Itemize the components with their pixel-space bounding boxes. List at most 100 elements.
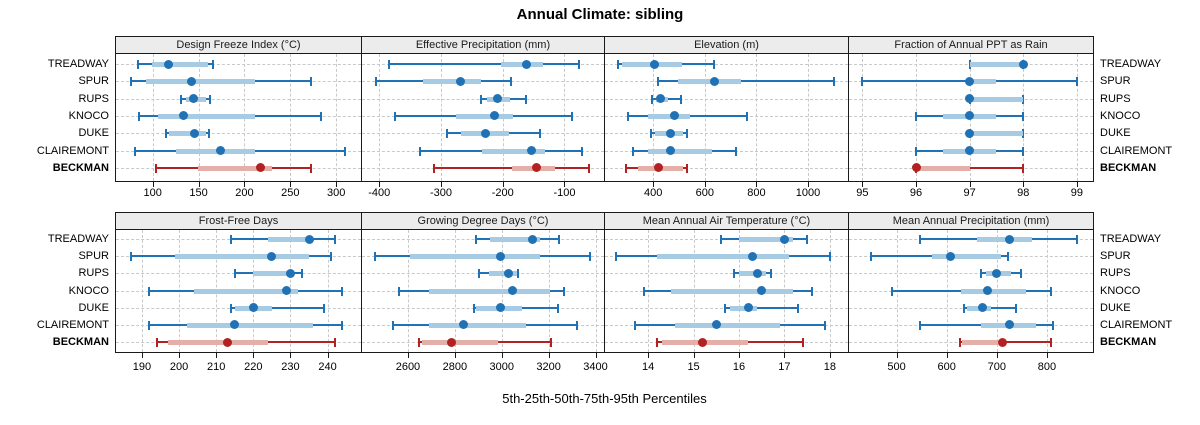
x-tick-label: 14 bbox=[642, 361, 655, 373]
whisker-cap-low bbox=[129, 252, 132, 262]
x-tick-label: 3000 bbox=[489, 361, 514, 373]
site-label-right: CLAIREMONT bbox=[1100, 144, 1173, 157]
x-tick-label: 96 bbox=[909, 187, 923, 199]
median-dot bbox=[977, 303, 987, 313]
x-tick-label: 99 bbox=[1070, 187, 1084, 199]
whisker-cap-low bbox=[615, 252, 618, 262]
iqr-band-25-75 bbox=[488, 271, 517, 277]
x-gridline bbox=[152, 54, 154, 181]
x-tick bbox=[1076, 182, 1078, 187]
whisker-cap-high bbox=[746, 111, 749, 121]
whisker-cap-high bbox=[334, 235, 336, 244]
whisker-cap-high bbox=[1050, 286, 1053, 296]
panel-strip: Frost-Free Days bbox=[115, 212, 362, 230]
x-tick-label: 15 bbox=[687, 361, 700, 373]
median-dot bbox=[267, 251, 277, 261]
median-dot bbox=[1004, 234, 1014, 244]
whisker-cap-low bbox=[979, 269, 982, 279]
whisker-cap-low bbox=[657, 77, 660, 87]
x-tick bbox=[454, 353, 456, 358]
whisker-cap-high bbox=[828, 252, 831, 262]
iqr-band-25-75 bbox=[253, 271, 295, 277]
whisker-cap-high bbox=[679, 94, 682, 104]
panel-strip: Design Freeze Index (°C) bbox=[115, 36, 362, 54]
whisker-cap-high bbox=[319, 111, 322, 121]
median-dot bbox=[186, 76, 196, 86]
x-tick bbox=[653, 182, 655, 187]
median-dot bbox=[522, 59, 532, 69]
whisker-cap-low bbox=[959, 338, 962, 347]
median-dot bbox=[945, 251, 955, 261]
x-tick bbox=[896, 353, 898, 358]
y-gridline bbox=[605, 98, 848, 100]
whisker-cap-high bbox=[334, 338, 336, 347]
site-label-right: RUPS bbox=[1100, 267, 1131, 280]
whisker-cap-low bbox=[374, 77, 377, 87]
x-tick bbox=[327, 353, 329, 358]
median-dot bbox=[965, 76, 975, 86]
panel bbox=[604, 53, 849, 182]
iqr-band-25-75 bbox=[738, 237, 794, 242]
whisker-5-95 bbox=[388, 63, 580, 65]
whisker-cap-high bbox=[1049, 338, 1052, 347]
median-dot bbox=[654, 163, 664, 173]
whisker-cap-low bbox=[391, 320, 394, 330]
whisker-cap-high bbox=[1022, 129, 1025, 139]
iqr-band-25-75 bbox=[422, 79, 481, 85]
median-dot bbox=[748, 251, 758, 261]
median-dot bbox=[965, 146, 975, 156]
whisker-cap-high bbox=[588, 252, 591, 262]
x-tick-label: 800 bbox=[747, 187, 766, 199]
site-label-right: SPUR bbox=[1100, 250, 1131, 263]
site-label-left: CLAIREMONT bbox=[36, 144, 109, 157]
x-tick bbox=[179, 353, 181, 358]
x-tick bbox=[141, 353, 143, 358]
whisker-cap-high bbox=[685, 129, 688, 139]
whisker-cap-low bbox=[919, 235, 922, 244]
whisker-cap-low bbox=[656, 338, 659, 347]
whisker-cap-low bbox=[230, 303, 233, 313]
whisker-cap-low bbox=[445, 129, 448, 139]
median-dot bbox=[216, 146, 226, 156]
median-dot bbox=[188, 94, 198, 104]
median-dot bbox=[752, 268, 762, 278]
site-label-left: CLAIREMONT bbox=[36, 318, 109, 331]
site-label-left: RUPS bbox=[78, 92, 109, 105]
median-dot bbox=[489, 111, 499, 121]
x-tick-label: 2600 bbox=[395, 361, 421, 373]
median-dot bbox=[965, 94, 975, 104]
x-tick-label: 2800 bbox=[442, 361, 468, 373]
x-tick-label: -200 bbox=[491, 187, 514, 199]
iqr-band-25-75 bbox=[648, 113, 690, 119]
whisker-cap-high bbox=[570, 111, 573, 121]
median-dot bbox=[650, 59, 660, 69]
iqr-band-25-75 bbox=[670, 288, 794, 294]
iqr-band-25-75 bbox=[146, 79, 256, 85]
x-tick-label: 400 bbox=[644, 187, 663, 199]
x-tick bbox=[648, 353, 650, 358]
whisker-cap-high bbox=[1022, 163, 1025, 173]
whisker-cap-high bbox=[1022, 146, 1025, 156]
median-dot bbox=[504, 268, 514, 278]
whisker-5-95 bbox=[658, 80, 834, 83]
x-tick bbox=[198, 182, 200, 187]
median-dot bbox=[179, 111, 189, 121]
whisker-cap-low bbox=[397, 286, 400, 296]
iqr-band-25-75 bbox=[729, 305, 758, 311]
whisker-cap-low bbox=[891, 286, 894, 296]
site-label-left: KNOCO bbox=[68, 109, 109, 122]
x-tick bbox=[829, 353, 831, 358]
x-tick-label: 98 bbox=[1017, 187, 1030, 199]
iqr-band-25-75 bbox=[678, 79, 742, 85]
median-dot bbox=[230, 320, 240, 330]
panel-strip: Effective Precipitation (mm) bbox=[361, 36, 605, 54]
iqr-band-25-75 bbox=[969, 96, 1024, 102]
whisker-cap-low bbox=[474, 235, 477, 244]
x-tick-label: 800 bbox=[1037, 361, 1057, 373]
whisker-cap-high bbox=[330, 252, 333, 262]
y-gridline bbox=[605, 167, 848, 169]
whisker-cap-high bbox=[517, 269, 520, 279]
whisker-cap-high bbox=[309, 77, 312, 87]
whisker-cap-low bbox=[719, 235, 722, 244]
iqr-band-25-75 bbox=[158, 113, 256, 119]
